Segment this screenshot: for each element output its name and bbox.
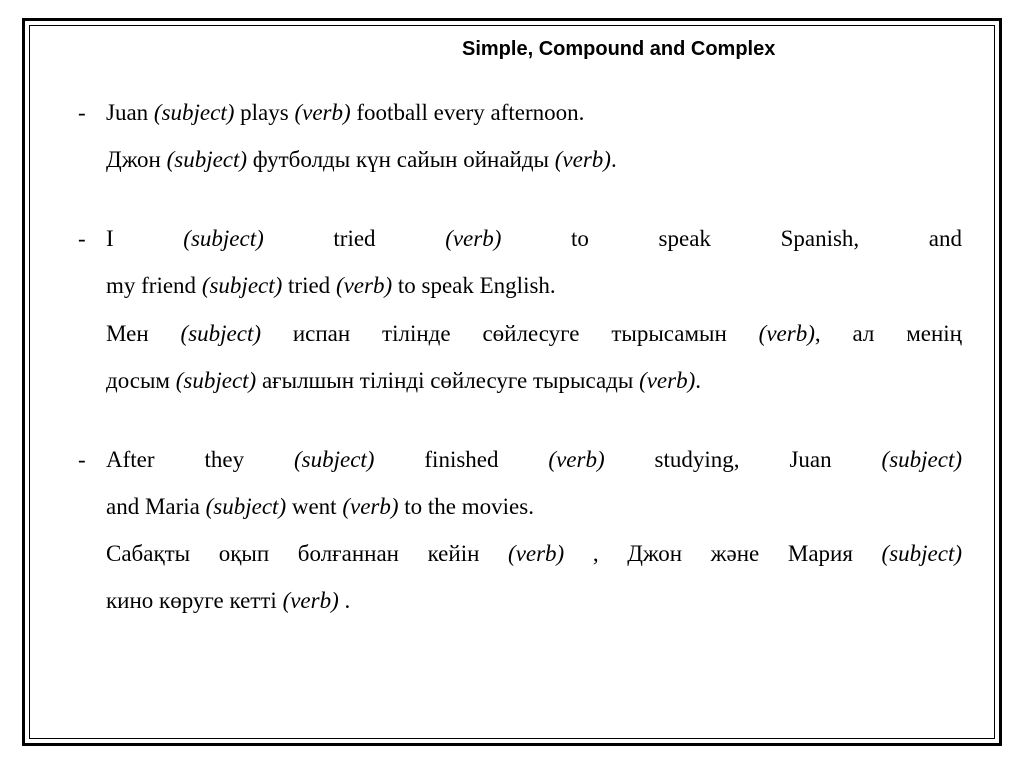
verb-annot: (verb) (336, 273, 392, 298)
text: , ал менің (815, 321, 962, 346)
text: to speak English. (392, 273, 556, 298)
example-3: - After they (subject) finished (verb) s… (106, 436, 962, 625)
subject-annot: (subject) (167, 147, 247, 172)
text: and (929, 226, 962, 251)
subject-annot: (subject) (176, 368, 256, 393)
text: Juan (106, 100, 154, 125)
text: they (204, 447, 294, 472)
content: - Juan (subject) plays (verb) football e… (62, 89, 962, 624)
text: Сабақты оқып болғаннан кейін (106, 541, 508, 566)
text: . (339, 588, 351, 613)
text: studying, Juan (655, 447, 882, 472)
example-1-kk: Джон (subject) футболды күн сайын ойнайд… (106, 136, 962, 183)
text: finished (374, 447, 548, 472)
text: tried (282, 273, 336, 298)
bullet-dash: - (78, 436, 86, 483)
text: After (106, 447, 155, 472)
verb-annot: (verb) (548, 447, 604, 472)
text: кино көруге кетті (106, 588, 283, 613)
text: and Maria (106, 494, 206, 519)
subject-annot: (subject) (181, 321, 261, 346)
page-title: Simple, Compound and Complex (62, 38, 962, 61)
frame-inner: Simple, Compound and Complex - Juan (sub… (29, 25, 995, 739)
subject-annot: (subject) (206, 494, 286, 519)
text: went (286, 494, 342, 519)
subject-annot: (subject) (154, 100, 234, 125)
text: Джон (106, 147, 167, 172)
text: . (611, 147, 617, 172)
text: Spanish, (781, 226, 860, 251)
verb-annot: (verb) (508, 541, 564, 566)
subject-annot: (subject) (294, 447, 374, 472)
verb-annot: (verb) (283, 588, 339, 613)
example-2-kk-row1: Мен (subject) испан тілінде сөйлесуге ты… (106, 310, 962, 357)
frame-outer: Simple, Compound and Complex - Juan (sub… (22, 18, 1002, 746)
bullet-dash: - (78, 215, 86, 262)
subject-annot: (subject) (882, 541, 962, 566)
text: испан тілінде сөйлесуге тырысамын (261, 321, 759, 346)
example-3-en-row1: After they (subject) finished (verb) stu… (106, 436, 962, 483)
text: to (571, 226, 589, 251)
text: football every afternoon. (351, 100, 585, 125)
verb-annot: (verb) (342, 494, 398, 519)
verb-annot: (verb) (445, 226, 501, 251)
text: tried (264, 226, 445, 251)
example-1: - Juan (subject) plays (verb) football e… (106, 89, 962, 183)
slide: Simple, Compound and Complex - Juan (sub… (0, 0, 1024, 768)
example-1-en: Juan (subject) plays (verb) football eve… (106, 89, 962, 136)
text: Мен (106, 321, 181, 346)
text: I (106, 226, 183, 251)
subject-annot: (subject) (882, 447, 962, 472)
example-3-kk-row1: Сабақты оқып болғаннан кейін (verb) , Дж… (106, 530, 962, 577)
example-3-kk-row2: кино көруге кетті (verb) . (106, 577, 962, 624)
example-2-en-row1: I (subject) tried (verb) to speak Spanis… (106, 215, 962, 262)
verb-annot: (verb) (639, 368, 695, 393)
example-2: - I (subject) tried (verb) to speak Span… (106, 215, 962, 404)
bullet-dash: - (78, 89, 86, 136)
example-2-en-row2: my friend (subject) tried (verb) to spea… (106, 262, 962, 309)
verb-annot: (verb) (294, 100, 350, 125)
example-2-kk-row2: досым (subject) ағылшын тілінді сөйлесуг… (106, 357, 962, 404)
text: футболды күн сайын ойнайды (247, 147, 555, 172)
verb-annot: (verb) (759, 321, 815, 346)
text: ағылшын тілінді сөйлесуге тырысады (256, 368, 639, 393)
text: my friend (106, 273, 202, 298)
text: . (695, 368, 701, 393)
subject-annot: (subject) (202, 273, 282, 298)
subject-annot: (subject) (183, 226, 263, 251)
example-3-en-row2: and Maria (subject) went (verb) to the m… (106, 483, 962, 530)
text: досым (106, 368, 176, 393)
text: plays (234, 100, 294, 125)
text: to the movies. (399, 494, 534, 519)
verb-annot: (verb) (555, 147, 611, 172)
text: speak (659, 226, 711, 251)
text: , Джон және Мария (564, 541, 881, 566)
